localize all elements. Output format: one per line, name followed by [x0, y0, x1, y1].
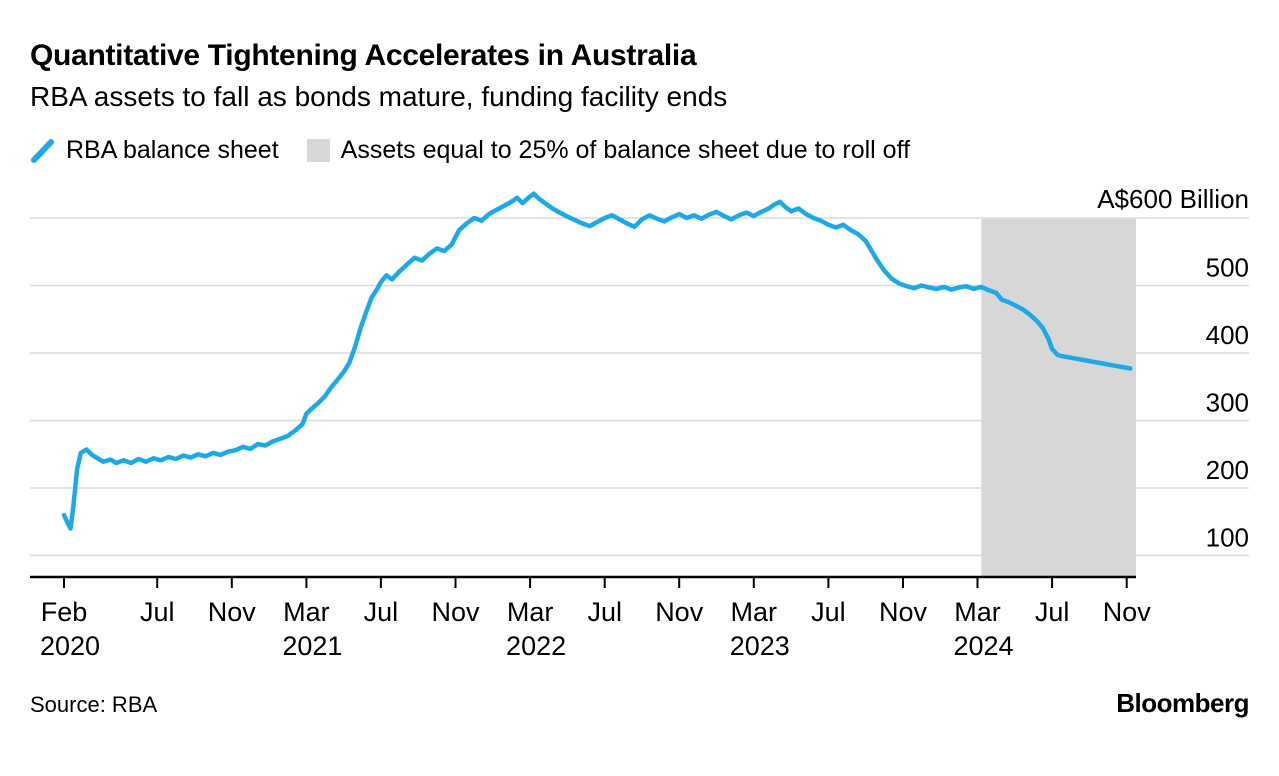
x-axis-month-label: Jul [364, 597, 399, 627]
x-axis-year-label: 2024 [953, 631, 1013, 661]
x-axis-month-label: Nov [1103, 597, 1152, 627]
legend-item-band: Assets equal to 25% of balance sheet due… [306, 136, 911, 165]
x-axis-month-label: Jul [1035, 597, 1070, 627]
source-label: Source: RBA [30, 692, 158, 718]
x-axis-month-label: Nov [879, 597, 928, 627]
footer: Source: RBA Bloomberg [30, 688, 1249, 719]
legend-line-label: RBA balance sheet [66, 136, 279, 165]
page-title: Quantitative Tightening Accelerates in A… [30, 39, 697, 72]
band-legend-swatch-icon [306, 139, 330, 163]
chart: 100 200 300 400 500 A$600 Billion Feb 2020 Jul No… [30, 184, 1249, 661]
y-axis-label: 200 [1206, 455, 1249, 485]
x-axis-month-label: Nov [208, 597, 257, 627]
x-axis-year-label: 2021 [282, 631, 342, 661]
x-axis-month-label: Jul [587, 597, 622, 627]
legend-band-label: Assets equal to 25% of balance sheet due… [340, 136, 911, 165]
page-subtitle: RBA assets to fall as bonds mature, fund… [30, 80, 728, 112]
legend-item-line: RBA balance sheet [30, 136, 279, 165]
x-axis-year-label: 2022 [506, 631, 566, 661]
y-axis-label: 300 [1206, 388, 1249, 418]
line-legend-swatch-icon [31, 138, 54, 163]
x-axis-month-label: Jul [140, 597, 175, 627]
x-axis-year-label: 2020 [40, 631, 100, 661]
y-axis-label: 400 [1206, 320, 1249, 350]
y-axis-unit-label: A$600 Billion [1097, 184, 1249, 214]
y-axis-label: 100 [1206, 523, 1249, 553]
roll-off-band [981, 219, 1136, 577]
x-axis-month-label: Jul [811, 597, 846, 627]
x-axis-month-label: Mar [283, 597, 330, 627]
bloomberg-logo: Bloomberg [1116, 688, 1249, 719]
x-axis-month-label: Nov [655, 597, 704, 627]
x-axis-year-label: 2023 [730, 631, 790, 661]
x-axis-month-label: Mar [507, 597, 554, 627]
legend: RBA balance sheet Assets equal to 25% of… [30, 136, 1249, 165]
y-axis-label: 500 [1206, 253, 1249, 283]
balance-sheet-line [61, 191, 1133, 532]
x-axis-month-label: Feb [41, 597, 88, 627]
x-axis-month-label: Nov [431, 597, 480, 627]
x-axis-month-label: Mar [731, 597, 778, 627]
x-axis-month-label: Mar [954, 597, 1001, 627]
